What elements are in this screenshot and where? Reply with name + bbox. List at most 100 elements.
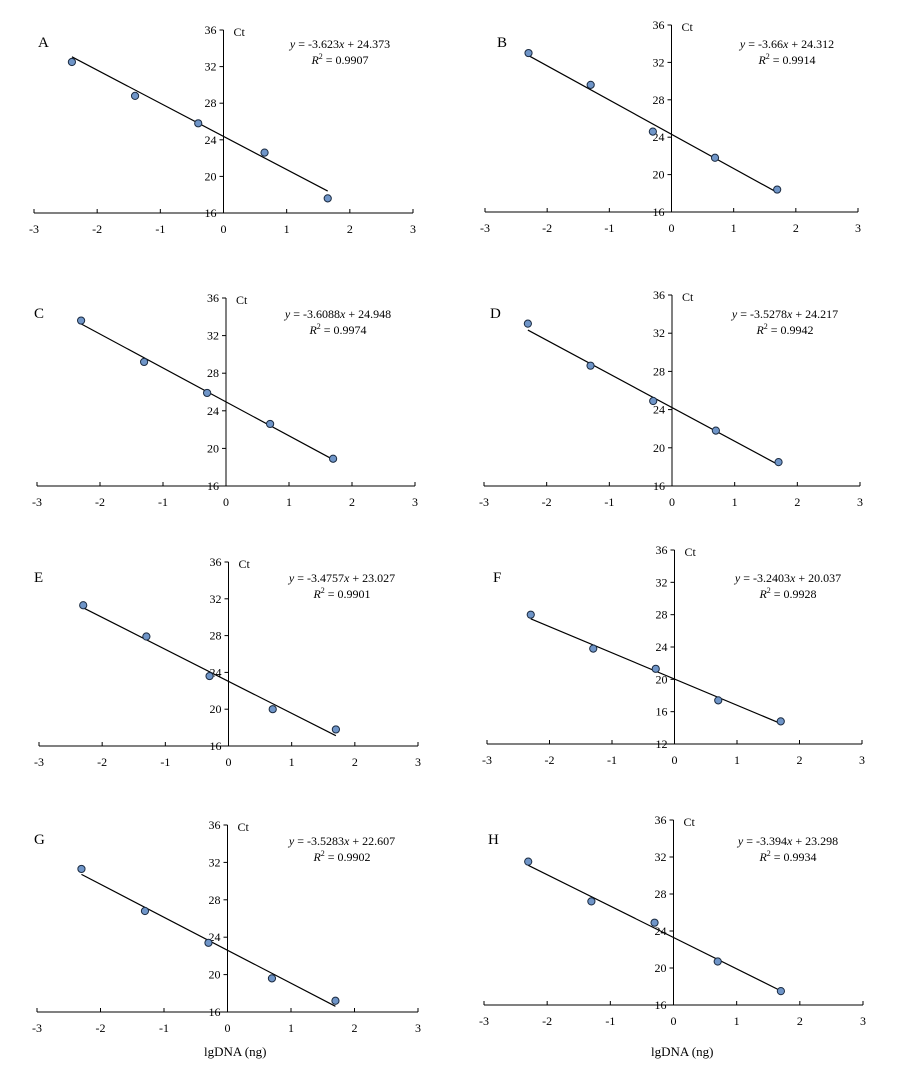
data-point bbox=[331, 725, 340, 734]
x-tick-label: -3 bbox=[32, 495, 42, 509]
x-tick-label: -1 bbox=[158, 495, 168, 509]
x-tick-label: 1 bbox=[286, 495, 292, 509]
data-point bbox=[205, 671, 214, 681]
y-tick-label: 36 bbox=[655, 813, 667, 827]
x-tick-label: 1 bbox=[284, 222, 290, 236]
x-tick-label: 2 bbox=[797, 1014, 803, 1028]
y-tick-label: 16 bbox=[210, 739, 222, 753]
data-point bbox=[587, 897, 596, 906]
y-tick-label: 28 bbox=[209, 893, 221, 907]
x-tick-label: -2 bbox=[97, 755, 107, 769]
data-point bbox=[331, 996, 340, 1005]
panel-letter: A bbox=[38, 35, 49, 51]
y-tick-label: 20 bbox=[205, 169, 217, 183]
y-tick-label: 36 bbox=[653, 288, 665, 302]
y-tick-label: 36 bbox=[205, 23, 217, 37]
y-tick-label: 24 bbox=[653, 403, 665, 417]
data-point bbox=[526, 610, 535, 619]
y-axis-title: Ct bbox=[239, 557, 251, 571]
x-tick-label: 3 bbox=[415, 755, 421, 769]
x-tick-label: -2 bbox=[96, 1021, 106, 1035]
data-point bbox=[776, 987, 785, 996]
data-point bbox=[329, 454, 338, 463]
data-point bbox=[713, 957, 722, 966]
regression-equation: y = -3.5283x + 22.607 bbox=[288, 834, 395, 848]
data-point bbox=[77, 316, 86, 325]
y-axis-title: Ct bbox=[238, 820, 250, 834]
x-tick-label: 3 bbox=[415, 1021, 421, 1035]
panel-letter: D bbox=[490, 306, 501, 322]
x-tick-label: 3 bbox=[860, 1014, 866, 1028]
x-tick-label: 1 bbox=[732, 495, 738, 509]
x-tick-label: -2 bbox=[545, 753, 555, 767]
x-tick-label: -3 bbox=[32, 1021, 42, 1035]
y-axis-title: Ct bbox=[236, 293, 248, 307]
panel-letter: H bbox=[488, 832, 499, 848]
data-point bbox=[711, 426, 720, 435]
y-tick-label: 36 bbox=[209, 818, 221, 832]
r-squared: R2 = 0.9934 bbox=[758, 849, 816, 864]
x-tick-label: -1 bbox=[159, 1021, 169, 1035]
regression-equation: y = -3.623x + 24.373 bbox=[289, 37, 390, 51]
data-point bbox=[524, 857, 533, 866]
x-tick-label: -1 bbox=[604, 221, 614, 235]
y-axis-title: Ct bbox=[234, 25, 246, 39]
r-squared: R2 = 0.9901 bbox=[312, 586, 370, 601]
x-tick-label: -1 bbox=[605, 1014, 615, 1028]
x-tick-label: 0 bbox=[669, 221, 675, 235]
y-tick-label: 16 bbox=[655, 998, 667, 1012]
y-tick-label: 24 bbox=[656, 640, 668, 654]
y-tick-label: 24 bbox=[207, 404, 219, 418]
y-tick-label: 32 bbox=[209, 855, 221, 869]
y-tick-label: 16 bbox=[209, 1005, 221, 1019]
x-tick-label: -1 bbox=[155, 222, 165, 236]
x-tick-label: 0 bbox=[221, 222, 227, 236]
y-tick-label: 16 bbox=[656, 705, 668, 719]
x-tick-label: 2 bbox=[794, 495, 800, 509]
data-point bbox=[77, 864, 86, 874]
data-point bbox=[586, 80, 595, 89]
y-tick-label: 32 bbox=[655, 850, 667, 864]
data-point bbox=[649, 396, 658, 406]
y-tick-label: 20 bbox=[210, 702, 222, 716]
x-tick-label: 3 bbox=[859, 753, 865, 767]
y-tick-label: 20 bbox=[653, 168, 665, 182]
x-tick-label: 0 bbox=[223, 495, 229, 509]
y-tick-label: 20 bbox=[656, 672, 668, 686]
y-tick-label: 32 bbox=[207, 329, 219, 343]
regression-line bbox=[527, 864, 782, 992]
y-axis-title: Ct bbox=[682, 290, 694, 304]
panel-letter: B bbox=[497, 35, 507, 51]
x-tick-label: -3 bbox=[29, 222, 39, 236]
data-point bbox=[194, 119, 203, 128]
y-tick-label: 20 bbox=[209, 968, 221, 982]
x-tick-label: -3 bbox=[479, 495, 489, 509]
x-tick-label: 0 bbox=[671, 1014, 677, 1028]
data-point bbox=[140, 357, 149, 367]
data-point bbox=[204, 938, 213, 947]
y-tick-label: 20 bbox=[653, 441, 665, 455]
y-tick-label: 36 bbox=[656, 543, 668, 557]
y-tick-label: 28 bbox=[653, 364, 665, 378]
y-tick-label: 16 bbox=[653, 205, 665, 219]
regression-equation: y = -3.66x + 24.312 bbox=[739, 37, 834, 51]
y-tick-label: 32 bbox=[653, 55, 665, 69]
x-tick-label: 2 bbox=[349, 495, 355, 509]
data-point bbox=[142, 632, 151, 641]
y-tick-label: 36 bbox=[207, 291, 219, 305]
panel-letter: C bbox=[34, 306, 44, 322]
y-tick-label: 36 bbox=[210, 555, 222, 569]
data-point bbox=[774, 458, 783, 467]
x-tick-label: 1 bbox=[731, 221, 737, 235]
panel-letter: E bbox=[34, 570, 43, 586]
regression-equation: y = -3.5278x + 24.217 bbox=[731, 307, 838, 321]
x-tick-label: -2 bbox=[542, 221, 552, 235]
data-point bbox=[267, 974, 277, 983]
y-tick-label: 16 bbox=[653, 479, 665, 493]
y-tick-label: 16 bbox=[205, 206, 217, 220]
data-point bbox=[130, 91, 140, 100]
y-tick-label: 28 bbox=[653, 93, 665, 107]
x-tick-label: -1 bbox=[160, 755, 170, 769]
